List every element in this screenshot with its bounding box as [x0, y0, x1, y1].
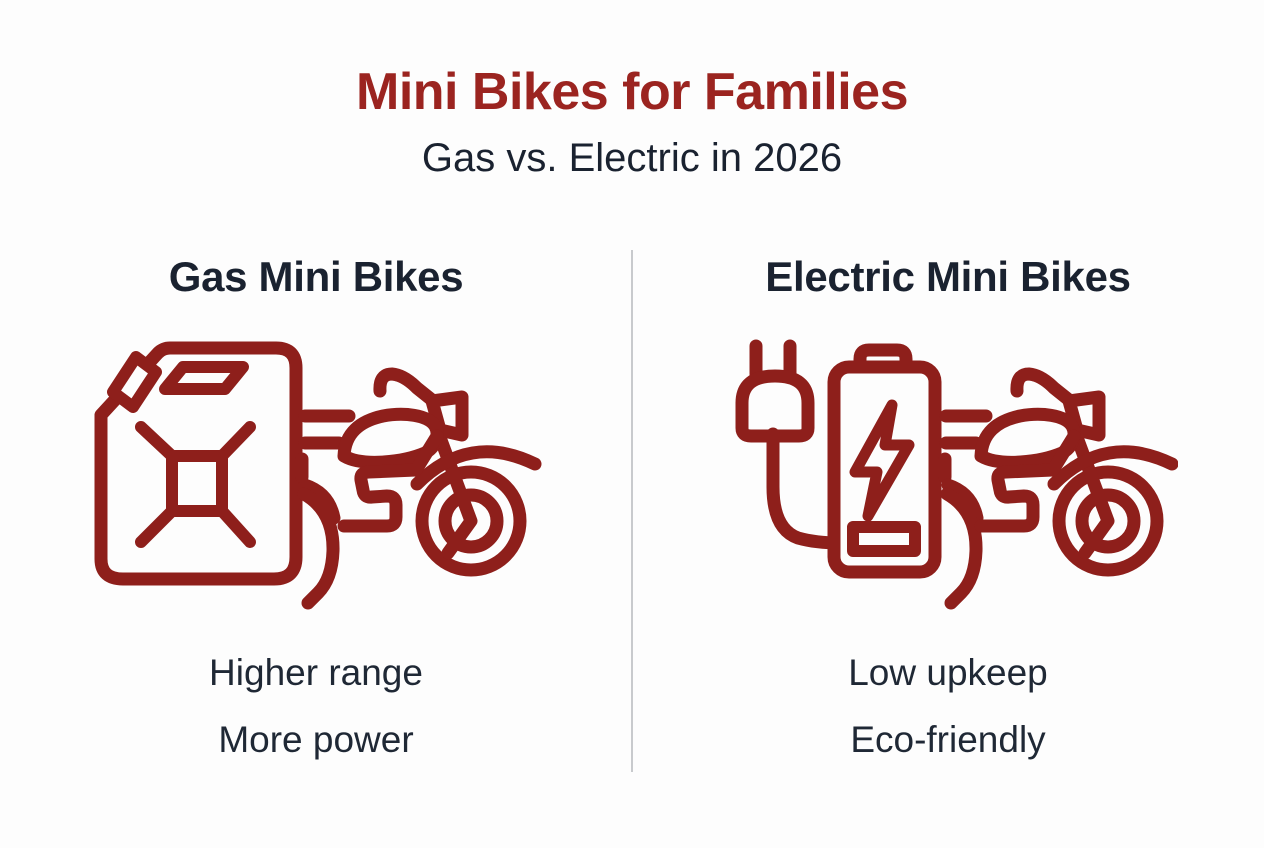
header: Mini Bikes for Families Gas vs. Electric… — [0, 0, 1264, 181]
electric-feature-list: Low upkeep Eco-friendly — [848, 639, 1048, 773]
comparison-area: Gas Mini Bikes — [0, 235, 1264, 848]
electric-feature-eco: Eco-friendly — [850, 719, 1046, 760]
page-subtitle: Gas vs. Electric in 2026 — [421, 136, 843, 180]
electric-column-heading: Electric Mini Bikes — [765, 253, 1131, 300]
page-title: Mini Bikes for Families — [356, 63, 909, 121]
column-gas: Gas Mini Bikes — [0, 235, 632, 848]
gas-feature-list: Higher range More power — [209, 639, 423, 773]
gas-feature-range: Higher range — [209, 652, 423, 693]
gas-can-motorcycle-icon — [86, 329, 546, 611]
gas-feature-power: More power — [218, 719, 414, 760]
column-electric: Electric Mini Bikes — [632, 235, 1264, 848]
gas-column-heading: Gas Mini Bikes — [168, 253, 464, 300]
column-divider — [631, 250, 633, 772]
electric-feature-upkeep: Low upkeep — [848, 652, 1048, 693]
plug-battery-motorcycle-icon — [718, 329, 1178, 611]
